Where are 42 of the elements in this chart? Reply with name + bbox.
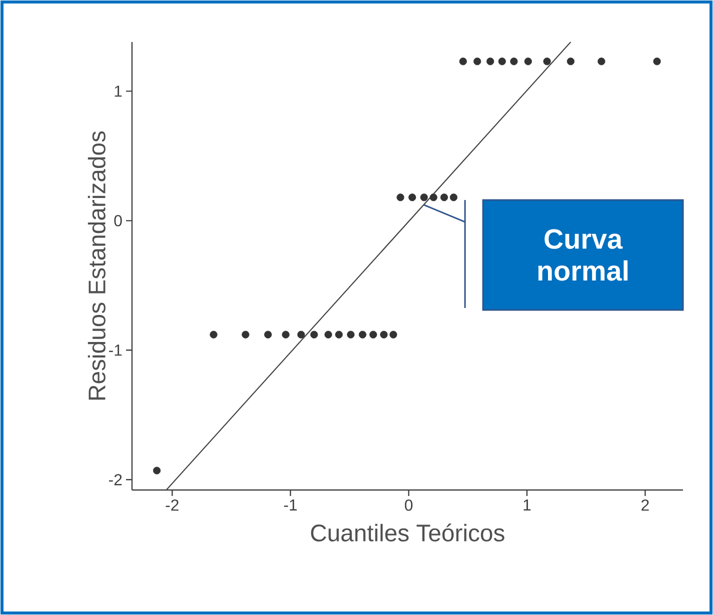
point (498, 58, 506, 66)
point (486, 58, 494, 66)
point (543, 58, 551, 66)
y-tick-label: 0 (114, 215, 122, 226)
y-tick-label: -2 (109, 474, 122, 486)
x-tick-label: -2 (166, 500, 178, 511)
point (653, 58, 661, 66)
point (420, 194, 428, 202)
x-tick-label: 0 (404, 500, 412, 511)
point (153, 466, 161, 474)
point (440, 194, 448, 202)
point (430, 194, 438, 202)
point (450, 194, 458, 202)
point (310, 330, 318, 338)
point (408, 194, 416, 202)
point (566, 58, 574, 66)
point (473, 58, 482, 66)
point (282, 330, 290, 338)
x-tick-label: -1 (284, 500, 297, 510)
point (264, 330, 272, 338)
y-tick-label: 1 (114, 86, 122, 97)
point (358, 330, 366, 338)
point (524, 58, 532, 66)
point (396, 194, 404, 202)
point (459, 58, 467, 66)
point (380, 330, 388, 338)
y-tick-label: -1 (109, 344, 122, 356)
x-axis-title: Cuantiles Teóricos (311, 524, 504, 542)
point (369, 330, 378, 338)
point (346, 330, 355, 338)
point (210, 330, 218, 338)
point (390, 330, 398, 338)
point (242, 330, 250, 338)
point (297, 330, 305, 338)
point (324, 330, 332, 338)
point (598, 58, 606, 66)
annotation: Curva normal (538, 229, 628, 281)
point (510, 58, 518, 66)
y-axis-title: Residuos Estandarizados (88, 131, 106, 400)
x-tick-label: 2 (642, 500, 649, 511)
point (335, 330, 343, 338)
x-tick-label: 1 (524, 500, 531, 510)
